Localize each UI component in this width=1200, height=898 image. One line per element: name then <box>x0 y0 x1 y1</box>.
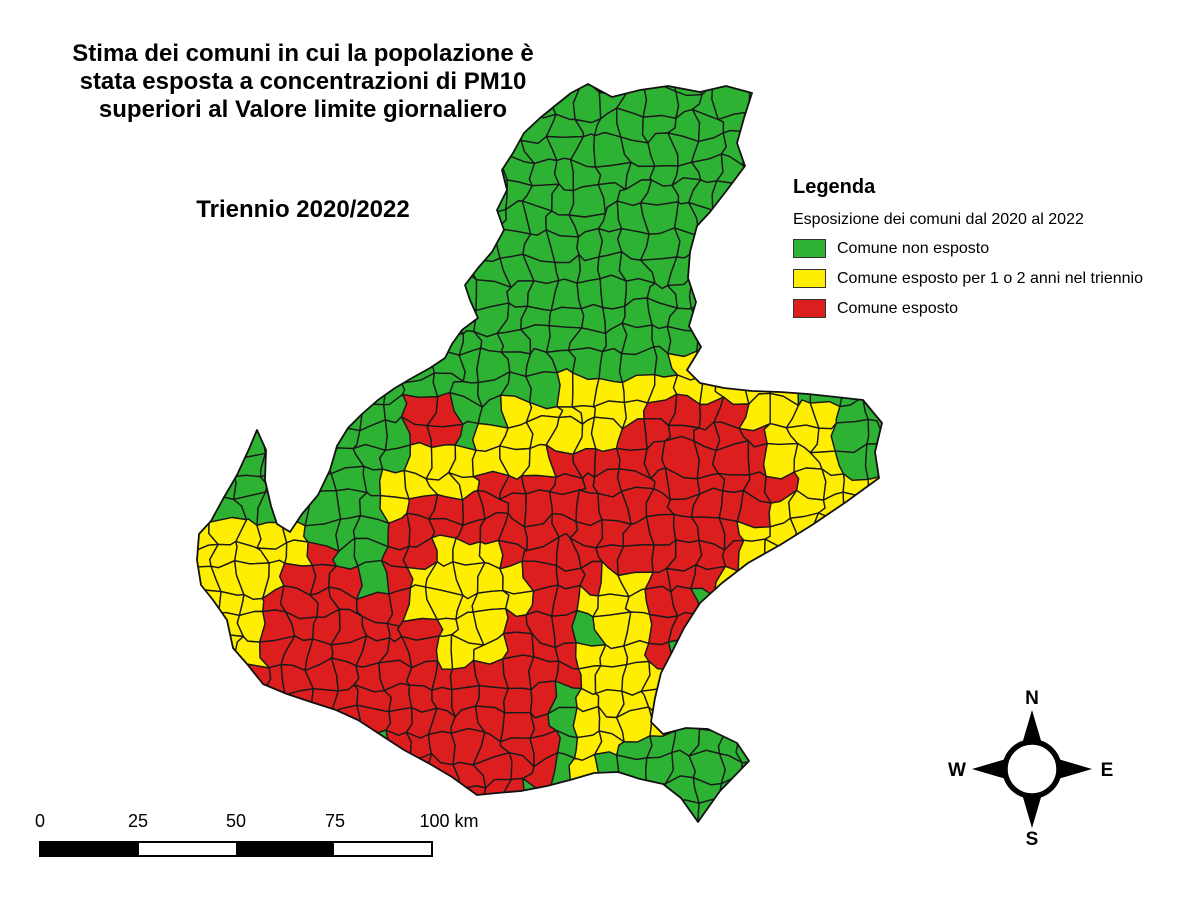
legend-subtitle: Esposizione dei comuni dal 2020 al 2022 <box>793 211 1084 228</box>
municipality-cell <box>304 451 332 477</box>
legend-heading: Legenda <box>793 176 876 198</box>
municipalities-layer <box>197 84 882 822</box>
municipality-cell <box>711 180 755 214</box>
region-outline <box>196 83 883 823</box>
compass-north-arrow <box>1022 710 1042 744</box>
municipality-cell <box>425 323 464 356</box>
municipality-cell <box>556 368 574 408</box>
municipality-cell <box>354 729 389 761</box>
compass-label-west: W <box>948 760 966 781</box>
scale-tick-50: 50 <box>225 811 247 831</box>
scale-tick-25: 25 <box>127 811 149 831</box>
municipality-cell <box>690 302 727 332</box>
compass-label-south: S <box>1026 829 1039 848</box>
municipality-cell <box>696 348 727 384</box>
municipality-cell <box>234 425 266 458</box>
municipality-cell <box>548 306 585 329</box>
municipality-cell <box>842 491 872 526</box>
legend-label: Comune esposto per 1 o 2 anni nel trienn… <box>837 269 1143 287</box>
municipality-cell <box>598 84 630 97</box>
legend-item-non-esposto: Comune non esposto <box>793 239 1143 258</box>
compass-west-arrow <box>972 759 1006 779</box>
scale-tick-75: 75 <box>324 811 346 831</box>
compass-east-arrow <box>1058 759 1092 779</box>
scale-bar-segment <box>236 843 334 855</box>
scale-bar-labels: 0 25 50 75 100 km <box>0 811 540 835</box>
legend-swatch-green <box>793 239 826 258</box>
scale-tick-100km: 100 km <box>419 811 479 831</box>
page-title: Stima dei comuni in cui la popolazione è… <box>72 40 534 123</box>
legend-swatch-yellow <box>793 269 826 288</box>
municipality-cell <box>329 704 361 744</box>
municipality-cell <box>598 347 624 384</box>
municipality-cell <box>616 544 655 577</box>
municipality-cell <box>866 418 882 445</box>
compass-circle <box>1002 739 1062 799</box>
legend-item-esposto: Comune esposto <box>793 299 1143 318</box>
legend: Legenda Esposizione dei comuni dal 2020 … <box>793 176 1143 329</box>
municipality-cell <box>747 84 776 119</box>
legend-label: Comune non esposto <box>837 239 990 257</box>
municipality-cell <box>809 366 845 408</box>
scale-bar-segment <box>41 843 139 855</box>
legend-item-esposto-1-2-anni: Comune esposto per 1 o 2 anni nel trienn… <box>793 269 1143 288</box>
scale-bar-segment <box>333 843 431 855</box>
page-subtitle-period: Triennio 2020/2022 <box>196 196 410 223</box>
municipality-cell <box>742 157 768 185</box>
municipality-cell <box>503 687 533 714</box>
municipality-cell <box>353 377 387 406</box>
municipality-cell <box>502 631 535 660</box>
compass-label-east: E <box>1101 760 1114 781</box>
municipality-cell <box>696 327 727 355</box>
municipality-cell <box>599 274 628 310</box>
municipality-cell <box>425 302 464 335</box>
north-arrow-compass: N S E W <box>948 688 1114 848</box>
compass-south-arrow <box>1022 794 1042 828</box>
municipality-cell <box>667 638 691 671</box>
scale-bar-segment <box>138 843 236 855</box>
compass-label-north: N <box>1025 688 1039 709</box>
legend-swatch-red <box>793 299 826 318</box>
municipality-cell <box>599 644 629 668</box>
municipality-cell <box>576 278 604 310</box>
municipality-cell <box>616 779 647 815</box>
scale-bar <box>39 841 433 857</box>
legend-label: Comune esposto <box>837 299 958 317</box>
municipality-cell <box>402 752 433 791</box>
municipality-cell <box>742 128 767 167</box>
scale-tick-0: 0 <box>34 811 46 831</box>
